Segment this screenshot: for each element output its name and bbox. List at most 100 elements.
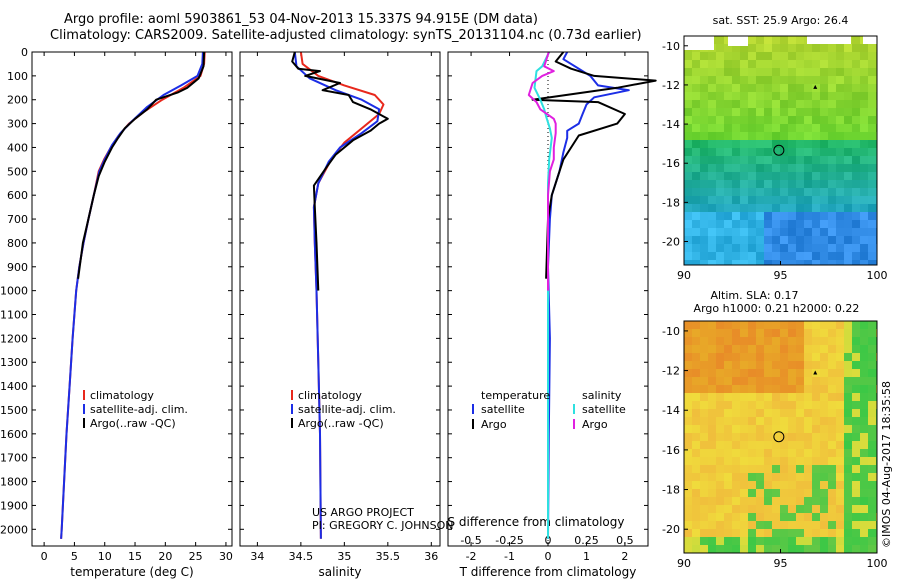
map-cell xyxy=(700,188,708,196)
map-cell xyxy=(692,124,700,132)
map-cell xyxy=(692,513,700,521)
map-cell xyxy=(716,425,724,433)
map-cell xyxy=(748,212,756,220)
map-cell xyxy=(740,457,748,465)
map-cell xyxy=(812,228,820,236)
map-cell xyxy=(796,425,804,433)
map-cell xyxy=(836,228,844,236)
map-cell xyxy=(748,108,756,116)
float-track-marker xyxy=(813,370,818,375)
map-cell xyxy=(724,497,732,505)
map-cell xyxy=(820,537,828,545)
map-cell xyxy=(780,204,788,212)
map-cell xyxy=(764,244,772,252)
map-cell xyxy=(828,124,836,132)
map-cell xyxy=(684,204,692,212)
map-cell xyxy=(748,321,756,329)
map-cell xyxy=(844,409,852,417)
map-cell xyxy=(796,124,804,132)
map-cell xyxy=(820,196,828,204)
map-cell xyxy=(756,108,764,116)
map-cell xyxy=(748,60,756,68)
map-cell xyxy=(820,377,828,385)
map-cell xyxy=(732,108,740,116)
series-salinity-argo xyxy=(527,51,557,291)
map-cell xyxy=(820,212,828,220)
map-cell xyxy=(732,385,740,393)
map-cell xyxy=(812,497,820,505)
x-tick-label: 30 xyxy=(219,550,233,563)
map-cell xyxy=(820,108,828,116)
map-cell xyxy=(756,521,764,529)
map-cell xyxy=(812,465,820,473)
map-cell xyxy=(812,513,820,521)
map-cell xyxy=(868,385,876,393)
map-cell xyxy=(860,196,868,204)
map-cell xyxy=(724,204,732,212)
map-cell xyxy=(700,497,708,505)
map-cell xyxy=(836,196,844,204)
map-cell xyxy=(764,132,772,140)
map-x-tick-label: 95 xyxy=(774,269,788,282)
map-y-tick-label: -16 xyxy=(662,444,680,457)
map-cell xyxy=(764,457,772,465)
map-cell xyxy=(788,252,796,260)
map-cell xyxy=(788,68,796,76)
map-cell xyxy=(828,529,836,537)
map-cell xyxy=(756,76,764,84)
map-cell xyxy=(796,156,804,164)
x-tick-label: 0 xyxy=(41,550,48,563)
map-cell xyxy=(692,481,700,489)
map-cell xyxy=(828,148,836,156)
plot-frame xyxy=(239,51,441,547)
map-cell xyxy=(796,417,804,425)
map-cell xyxy=(828,425,836,433)
map-cell xyxy=(772,481,780,489)
x-tick-label: 0 xyxy=(545,550,552,563)
map-cell xyxy=(748,164,756,172)
map-cell xyxy=(692,361,700,369)
map-cell xyxy=(740,196,748,204)
map-cell xyxy=(716,449,724,457)
map-cell xyxy=(804,433,812,441)
map-cell xyxy=(708,76,716,84)
map-cell xyxy=(732,228,740,236)
map-cell xyxy=(820,228,828,236)
map-cell xyxy=(836,156,844,164)
map-cell xyxy=(804,473,812,481)
map-cell xyxy=(716,545,724,553)
map-cell xyxy=(732,164,740,172)
map-cell xyxy=(740,433,748,441)
map-cell xyxy=(684,140,692,148)
map-cell xyxy=(732,140,740,148)
map-cell xyxy=(692,521,700,529)
map-cell xyxy=(796,108,804,116)
map-cell xyxy=(756,441,764,449)
map-cell xyxy=(708,401,716,409)
map-cell xyxy=(748,156,756,164)
map-cell xyxy=(700,196,708,204)
map-cell xyxy=(684,489,692,497)
map-cell xyxy=(780,196,788,204)
map-cell xyxy=(780,337,788,345)
map-cell xyxy=(700,92,708,100)
map-cell xyxy=(700,353,708,361)
map-cell xyxy=(844,337,852,345)
map-cell xyxy=(772,417,780,425)
map-cell xyxy=(716,473,724,481)
map-cell xyxy=(740,401,748,409)
map-cell xyxy=(836,60,844,68)
map-cell xyxy=(692,449,700,457)
title-line-2: Climatology: CARS2009. Satellite-adjuste… xyxy=(50,28,642,43)
map-cell xyxy=(756,228,764,236)
map-cell xyxy=(764,156,772,164)
map-cell xyxy=(764,385,772,393)
map-cell xyxy=(868,337,876,345)
map-cell xyxy=(796,188,804,196)
map-cell xyxy=(772,180,780,188)
map-cell xyxy=(708,100,716,108)
map-cell xyxy=(836,385,844,393)
map-cell xyxy=(756,220,764,228)
map-cell xyxy=(804,100,812,108)
map-cell xyxy=(868,457,876,465)
